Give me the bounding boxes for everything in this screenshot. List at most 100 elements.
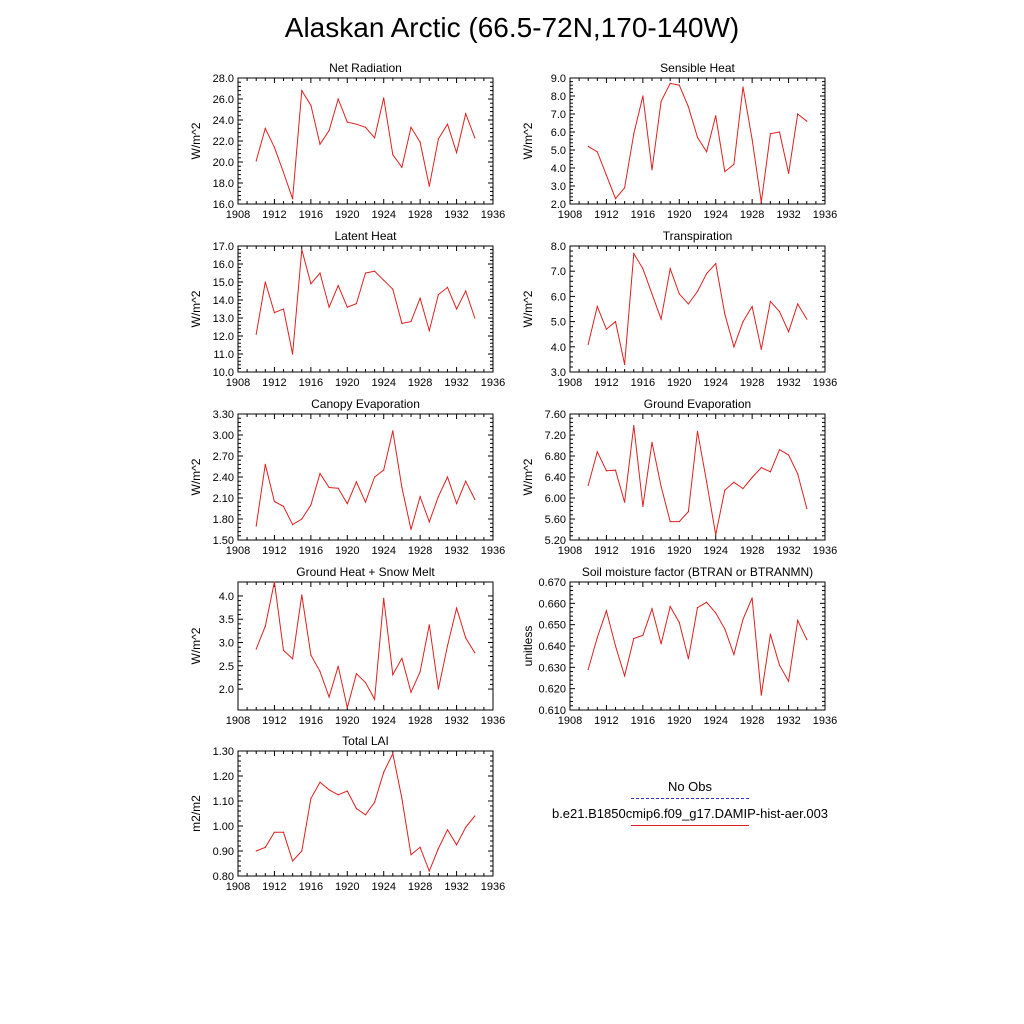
x-tick-label: 1924 [703, 209, 727, 221]
y-tick-label: 3.5 [219, 614, 234, 626]
x-tick-label: 1932 [776, 209, 800, 221]
data-point [355, 303, 357, 305]
data-point [733, 163, 735, 165]
x-tick-label: 1928 [740, 377, 764, 389]
data-point [255, 850, 257, 852]
data-point [706, 481, 708, 483]
y-tick-label: 2.10 [213, 493, 234, 505]
data-point [392, 430, 394, 432]
data-point [687, 658, 689, 660]
chart-title: Latent Heat [334, 229, 397, 243]
chart-title: Total LAI [342, 734, 389, 748]
x-tick-label: 1920 [335, 377, 359, 389]
x-tick-label: 1920 [335, 209, 359, 221]
x-tick-label: 1936 [813, 377, 837, 389]
data-point [328, 696, 330, 698]
data-point [364, 126, 367, 128]
y-tick-label: 0.660 [538, 598, 566, 610]
data-point [255, 333, 257, 335]
x-tick-label: 1912 [262, 209, 286, 221]
plot-frame [237, 750, 494, 877]
data-point [724, 313, 726, 315]
x-tick-label: 1912 [594, 377, 618, 389]
data-point [310, 654, 312, 656]
y-tick-label: 6.0 [551, 291, 566, 303]
data-point [364, 681, 367, 684]
data-point [614, 198, 617, 200]
x-tick-label: 1932 [776, 715, 800, 727]
x-tick-label: 1928 [740, 545, 764, 557]
data-point [273, 581, 276, 583]
data-point [428, 870, 430, 872]
data-point [605, 470, 608, 472]
data-point [355, 123, 357, 125]
x-tick-label: 1916 [299, 209, 323, 221]
y-tick-label: 5.0 [551, 317, 566, 329]
data-point [687, 106, 689, 108]
data-point [633, 637, 635, 640]
data-point [724, 489, 726, 491]
data-point [255, 525, 257, 527]
x-tick-label: 1920 [667, 545, 691, 557]
x-tick-label: 1920 [335, 881, 359, 893]
y-tick-label: 16.0 [213, 259, 234, 271]
data-point [455, 308, 458, 310]
chart-panel: Ground Heat + Snow Melt W/m^2 1908 1912 1916… [189, 565, 505, 727]
data-point [364, 501, 367, 503]
data-point [455, 503, 458, 505]
data-point [428, 330, 430, 332]
y-tick-label: 5.20 [545, 535, 566, 547]
x-tick-label: 1932 [776, 545, 800, 557]
data-point [328, 306, 330, 308]
chart-title: Transpiration [663, 229, 733, 243]
data-point [633, 252, 635, 255]
x-tick-label: 1924 [371, 545, 395, 557]
data-point [364, 814, 367, 816]
data-point [769, 133, 771, 135]
data-point [678, 293, 680, 295]
y-tick-label: 1.50 [213, 535, 234, 547]
data-point [742, 618, 744, 620]
data-point [328, 129, 330, 132]
data-point [715, 534, 717, 536]
x-tick-label: 1916 [299, 377, 323, 389]
data-point [410, 854, 412, 856]
legend-model-label: b.e21.B1850cmip6.f09_g17.DAMIP-hist-aer.… [551, 806, 829, 821]
data-point [273, 312, 276, 314]
data-point [401, 486, 403, 489]
series-line [255, 581, 476, 708]
data-point [437, 294, 439, 296]
data-point [455, 607, 458, 609]
data-point [465, 480, 467, 482]
data-point [392, 288, 394, 290]
x-tick-label: 1924 [371, 377, 395, 389]
data-point [264, 281, 266, 283]
series-line [255, 249, 476, 355]
data-point [255, 648, 257, 650]
chart-panel: Soil moisture factor (BTRAN or BTRANMN) u… [521, 565, 837, 727]
x-tick-label: 1924 [703, 545, 727, 557]
x-tick-label: 1932 [444, 545, 468, 557]
data-point [419, 846, 421, 848]
data-point [787, 172, 790, 174]
data-point [428, 185, 430, 187]
data-point [642, 268, 644, 270]
y-tick-label: 28.0 [213, 73, 234, 85]
data-point [624, 675, 626, 677]
data-point [751, 476, 753, 479]
x-tick-label: 1908 [226, 377, 250, 389]
x-tick-label: 1924 [371, 881, 395, 893]
x-tick-label: 1908 [558, 545, 582, 557]
series-line [587, 597, 808, 696]
data-point [374, 137, 376, 139]
data-point [264, 463, 266, 465]
data-point [446, 286, 449, 288]
data-point [624, 187, 626, 189]
y-axis-label: W/m^2 [189, 122, 203, 159]
data-point [383, 97, 385, 99]
y-tick-label: 6.80 [545, 451, 566, 463]
data-point [437, 138, 439, 140]
data-point [787, 454, 790, 456]
x-tick-label: 1924 [371, 715, 395, 727]
data-point [706, 273, 708, 275]
